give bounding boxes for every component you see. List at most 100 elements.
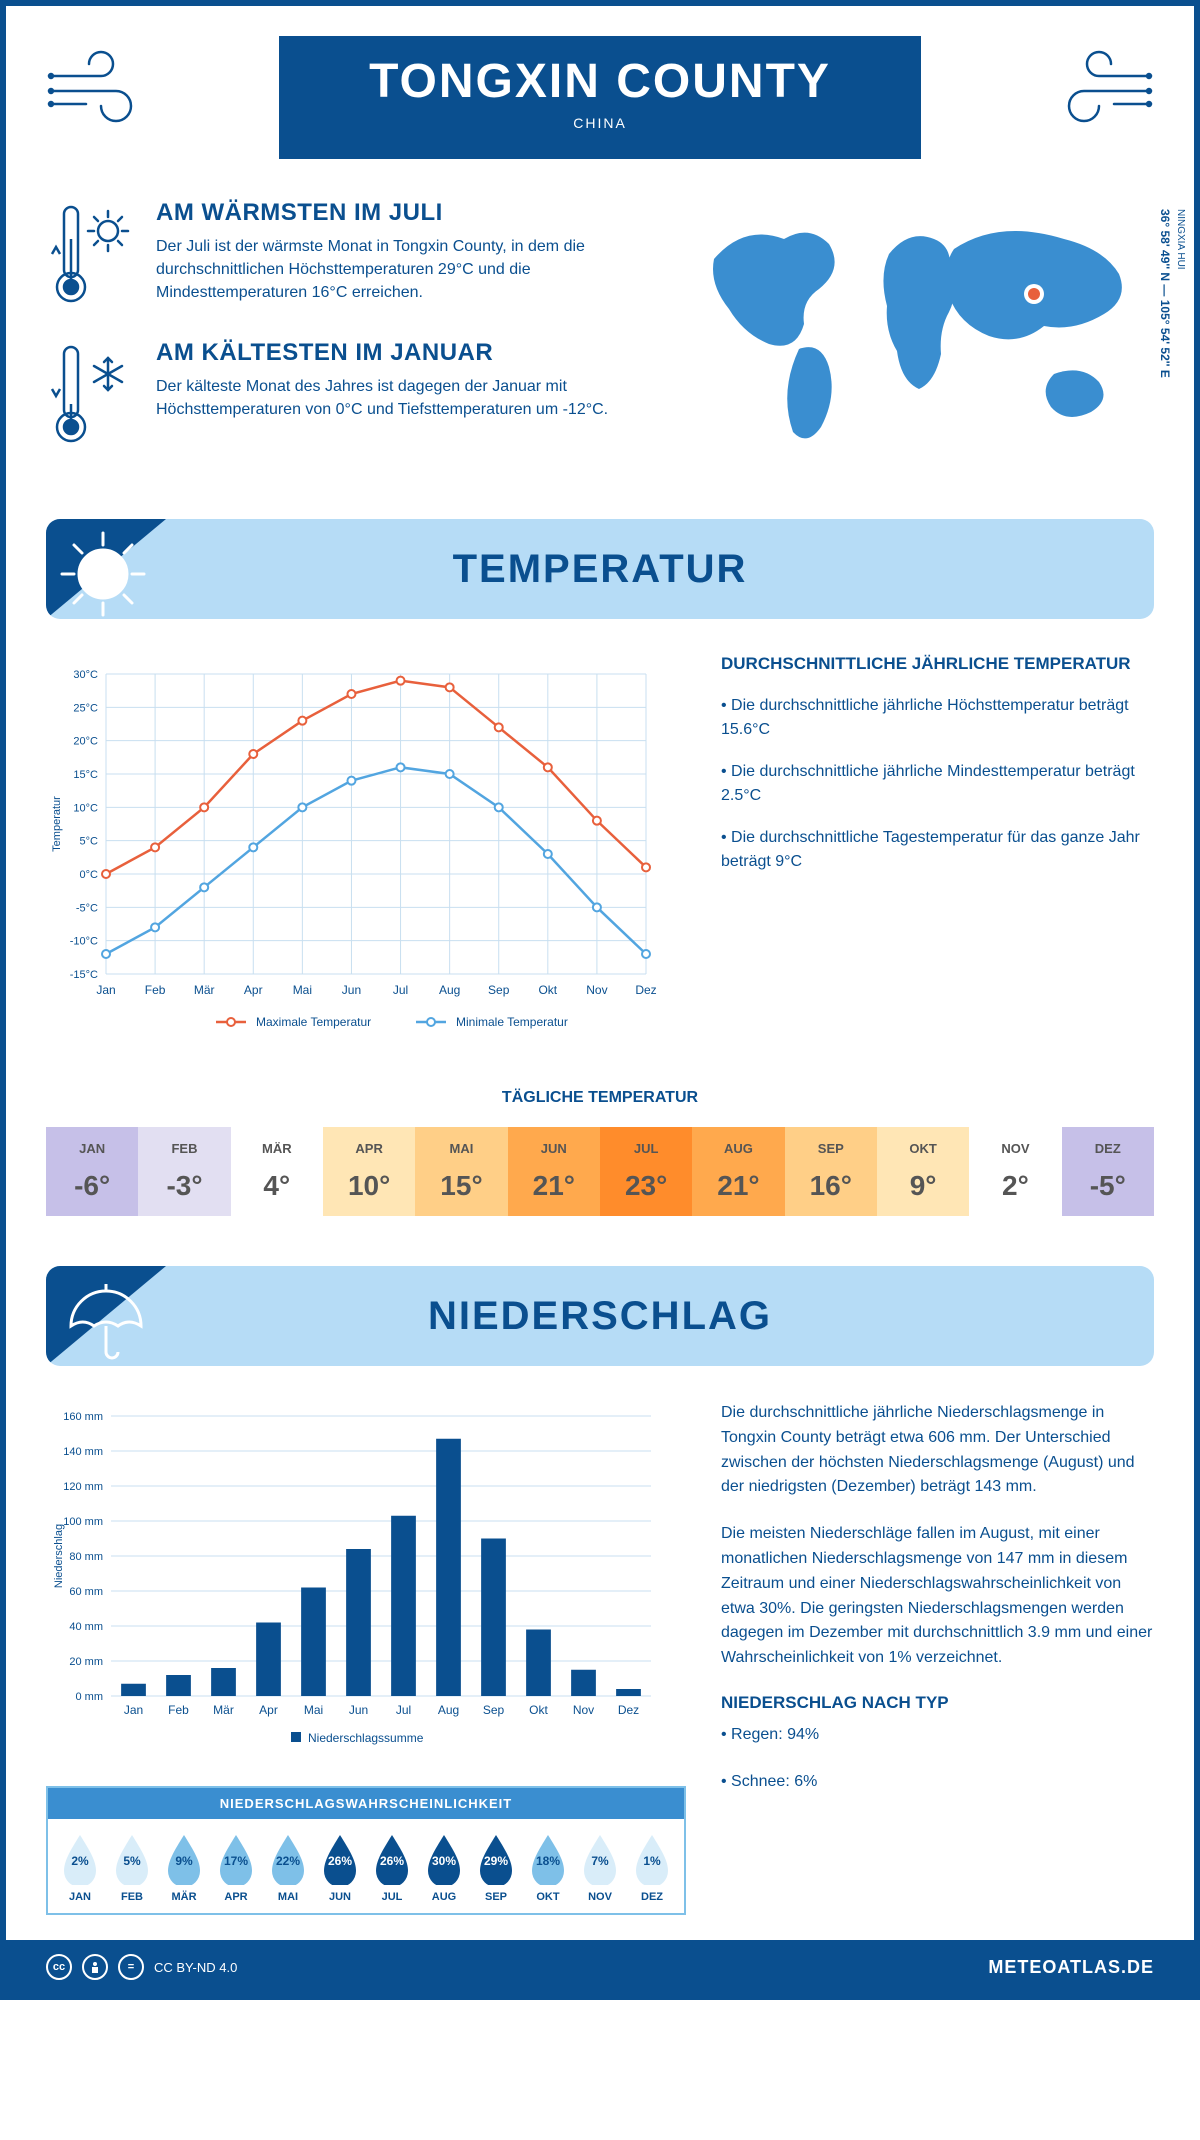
svg-text:-5°C: -5°C xyxy=(76,902,98,914)
daily-cell: OKT9° xyxy=(877,1127,969,1216)
svg-text:Jul: Jul xyxy=(396,1703,411,1717)
svg-text:Mär: Mär xyxy=(213,1703,234,1717)
svg-text:Jun: Jun xyxy=(349,1703,368,1717)
svg-text:Jan: Jan xyxy=(124,1703,143,1717)
svg-text:Jul: Jul xyxy=(393,983,408,997)
wind-icon xyxy=(46,46,166,126)
fact-cold-text: Der kälteste Monat des Jahres ist dagege… xyxy=(156,375,644,421)
daily-temp-grid: JAN-6°FEB-3°MÄR4°APR10°MAI15°JUN21°JUL23… xyxy=(46,1127,1154,1216)
by-icon xyxy=(82,1954,108,1980)
daily-cell: JUL23° xyxy=(600,1127,692,1216)
svg-text:10°C: 10°C xyxy=(73,802,98,814)
svg-text:Feb: Feb xyxy=(145,983,166,997)
prob-cell: 1% DEZ xyxy=(626,1833,678,1903)
svg-text:Minimale Temperatur: Minimale Temperatur xyxy=(456,1015,568,1029)
svg-text:Feb: Feb xyxy=(168,1703,189,1717)
svg-text:30°C: 30°C xyxy=(73,669,98,681)
svg-text:25°C: 25°C xyxy=(73,702,98,714)
license-text: CC BY-ND 4.0 xyxy=(154,1960,237,1975)
prec-type-title: NIEDERSCHLAG NACH TYP xyxy=(721,1693,1154,1713)
prob-cell: 30% AUG xyxy=(418,1833,470,1903)
temp-bullet-3: • Die durchschnittliche Tagestemperatur … xyxy=(721,826,1154,874)
prob-cell: 26% JUL xyxy=(366,1833,418,1903)
region-label: NINGXIA HUI xyxy=(1175,209,1186,270)
thermometer-sun-icon xyxy=(46,199,136,309)
daily-cell: AUG21° xyxy=(692,1127,784,1216)
temp-bullet-2: • Die durchschnittliche jährliche Mindes… xyxy=(721,760,1154,808)
svg-text:Niederschlag: Niederschlag xyxy=(53,1524,65,1588)
svg-text:140 mm: 140 mm xyxy=(63,1446,103,1458)
svg-text:Mär: Mär xyxy=(194,983,215,997)
header: TONGXIN COUNTY CHINA xyxy=(46,36,1154,159)
precipitation-probability-box: NIEDERSCHLAGSWAHRSCHEINLICHKEIT 2% JAN 5… xyxy=(46,1786,686,1915)
daily-cell: JUN21° xyxy=(508,1127,600,1216)
svg-text:Nov: Nov xyxy=(586,983,607,997)
prob-cell: 17% APR xyxy=(210,1833,262,1903)
svg-text:Aug: Aug xyxy=(439,983,460,997)
svg-text:Jun: Jun xyxy=(342,983,361,997)
prob-cell: 29% SEP xyxy=(470,1833,522,1903)
umbrella-icon xyxy=(56,1274,151,1366)
precipitation-bar-chart: 0 mm20 mm40 mm60 mm80 mm100 mm120 mm140 … xyxy=(46,1401,686,1761)
prob-cell: 22% MAI xyxy=(262,1833,314,1903)
svg-text:Niederschlagssumme: Niederschlagssumme xyxy=(308,1731,424,1745)
footer: cc = CC BY-ND 4.0 METEOATLAS.DE xyxy=(6,1940,1194,1994)
svg-text:Okt: Okt xyxy=(538,983,557,997)
section-precipitation-header: NIEDERSCHLAG xyxy=(46,1266,1154,1366)
sun-icon xyxy=(56,527,151,619)
prec-paragraph-1: Die durchschnittliche jährliche Niedersc… xyxy=(721,1401,1154,1500)
wind-icon xyxy=(1034,46,1154,126)
daily-cell: SEP16° xyxy=(785,1127,877,1216)
svg-text:60 mm: 60 mm xyxy=(69,1586,103,1598)
svg-text:Aug: Aug xyxy=(438,1703,459,1717)
temp-summary-title: DURCHSCHNITTLICHE JÄHRLICHE TEMPERATUR xyxy=(721,654,1154,674)
section-prec-title: NIEDERSCHLAG xyxy=(428,1294,772,1339)
svg-text:160 mm: 160 mm xyxy=(63,1411,103,1423)
daily-cell: NOV2° xyxy=(969,1127,1061,1216)
svg-text:5°C: 5°C xyxy=(80,836,99,848)
svg-text:0 mm: 0 mm xyxy=(76,1691,104,1703)
prob-cell: 2% JAN xyxy=(54,1833,106,1903)
svg-text:Apr: Apr xyxy=(259,1703,278,1717)
prob-cell: 26% JUN xyxy=(314,1833,366,1903)
svg-text:Okt: Okt xyxy=(529,1703,548,1717)
prob-cell: 7% NOV xyxy=(574,1833,626,1903)
prec-type-1: • Regen: 94% xyxy=(721,1723,1154,1748)
daily-cell: FEB-3° xyxy=(138,1127,230,1216)
page-title: TONGXIN COUNTY xyxy=(369,54,831,109)
section-temperature-header: TEMPERATUR xyxy=(46,519,1154,619)
svg-text:-10°C: -10°C xyxy=(70,936,98,948)
svg-text:Maximale Temperatur: Maximale Temperatur xyxy=(256,1015,371,1029)
daily-cell: MAI15° xyxy=(415,1127,507,1216)
daily-cell: JAN-6° xyxy=(46,1127,138,1216)
fact-coldest: AM KÄLTESTEN IM JANUAR Der kälteste Mona… xyxy=(46,339,644,449)
svg-text:20°C: 20°C xyxy=(73,736,98,748)
prec-type-2: • Schnee: 6% xyxy=(721,1770,1154,1795)
fact-cold-title: AM KÄLTESTEN IM JANUAR xyxy=(156,339,644,367)
svg-text:Apr: Apr xyxy=(244,983,263,997)
svg-text:Nov: Nov xyxy=(573,1703,594,1717)
nd-icon: = xyxy=(118,1954,144,1980)
prec-paragraph-2: Die meisten Niederschläge fallen im Augu… xyxy=(721,1522,1154,1671)
svg-text:15°C: 15°C xyxy=(73,769,98,781)
svg-text:20 mm: 20 mm xyxy=(69,1656,103,1668)
svg-text:Sep: Sep xyxy=(488,983,510,997)
svg-text:Mai: Mai xyxy=(304,1703,323,1717)
fact-warmest: AM WÄRMSTEN IM JULI Der Juli ist der wär… xyxy=(46,199,644,309)
svg-text:40 mm: 40 mm xyxy=(69,1621,103,1633)
fact-warm-text: Der Juli ist der wärmste Monat in Tongxi… xyxy=(156,235,644,305)
svg-text:0°C: 0°C xyxy=(80,869,99,881)
svg-text:Dez: Dez xyxy=(618,1703,639,1717)
section-temp-title: TEMPERATUR xyxy=(453,547,748,592)
page-subtitle: CHINA xyxy=(369,115,831,131)
daily-temp-title: TÄGLICHE TEMPERATUR xyxy=(46,1089,1154,1107)
coords-label: 36° 58' 49'' N — 105° 54' 52'' E xyxy=(1158,209,1172,378)
prob-title: NIEDERSCHLAGSWAHRSCHEINLICHKEIT xyxy=(48,1788,684,1819)
world-map: NINGXIA HUI 36° 58' 49'' N — 105° 54' 52… xyxy=(674,199,1154,479)
title-banner: TONGXIN COUNTY CHINA xyxy=(279,36,921,159)
svg-text:80 mm: 80 mm xyxy=(69,1551,103,1563)
world-map-svg xyxy=(674,199,1154,459)
prob-cell: 9% MÄR xyxy=(158,1833,210,1903)
cc-icon: cc xyxy=(46,1954,72,1980)
svg-text:Jan: Jan xyxy=(96,983,115,997)
